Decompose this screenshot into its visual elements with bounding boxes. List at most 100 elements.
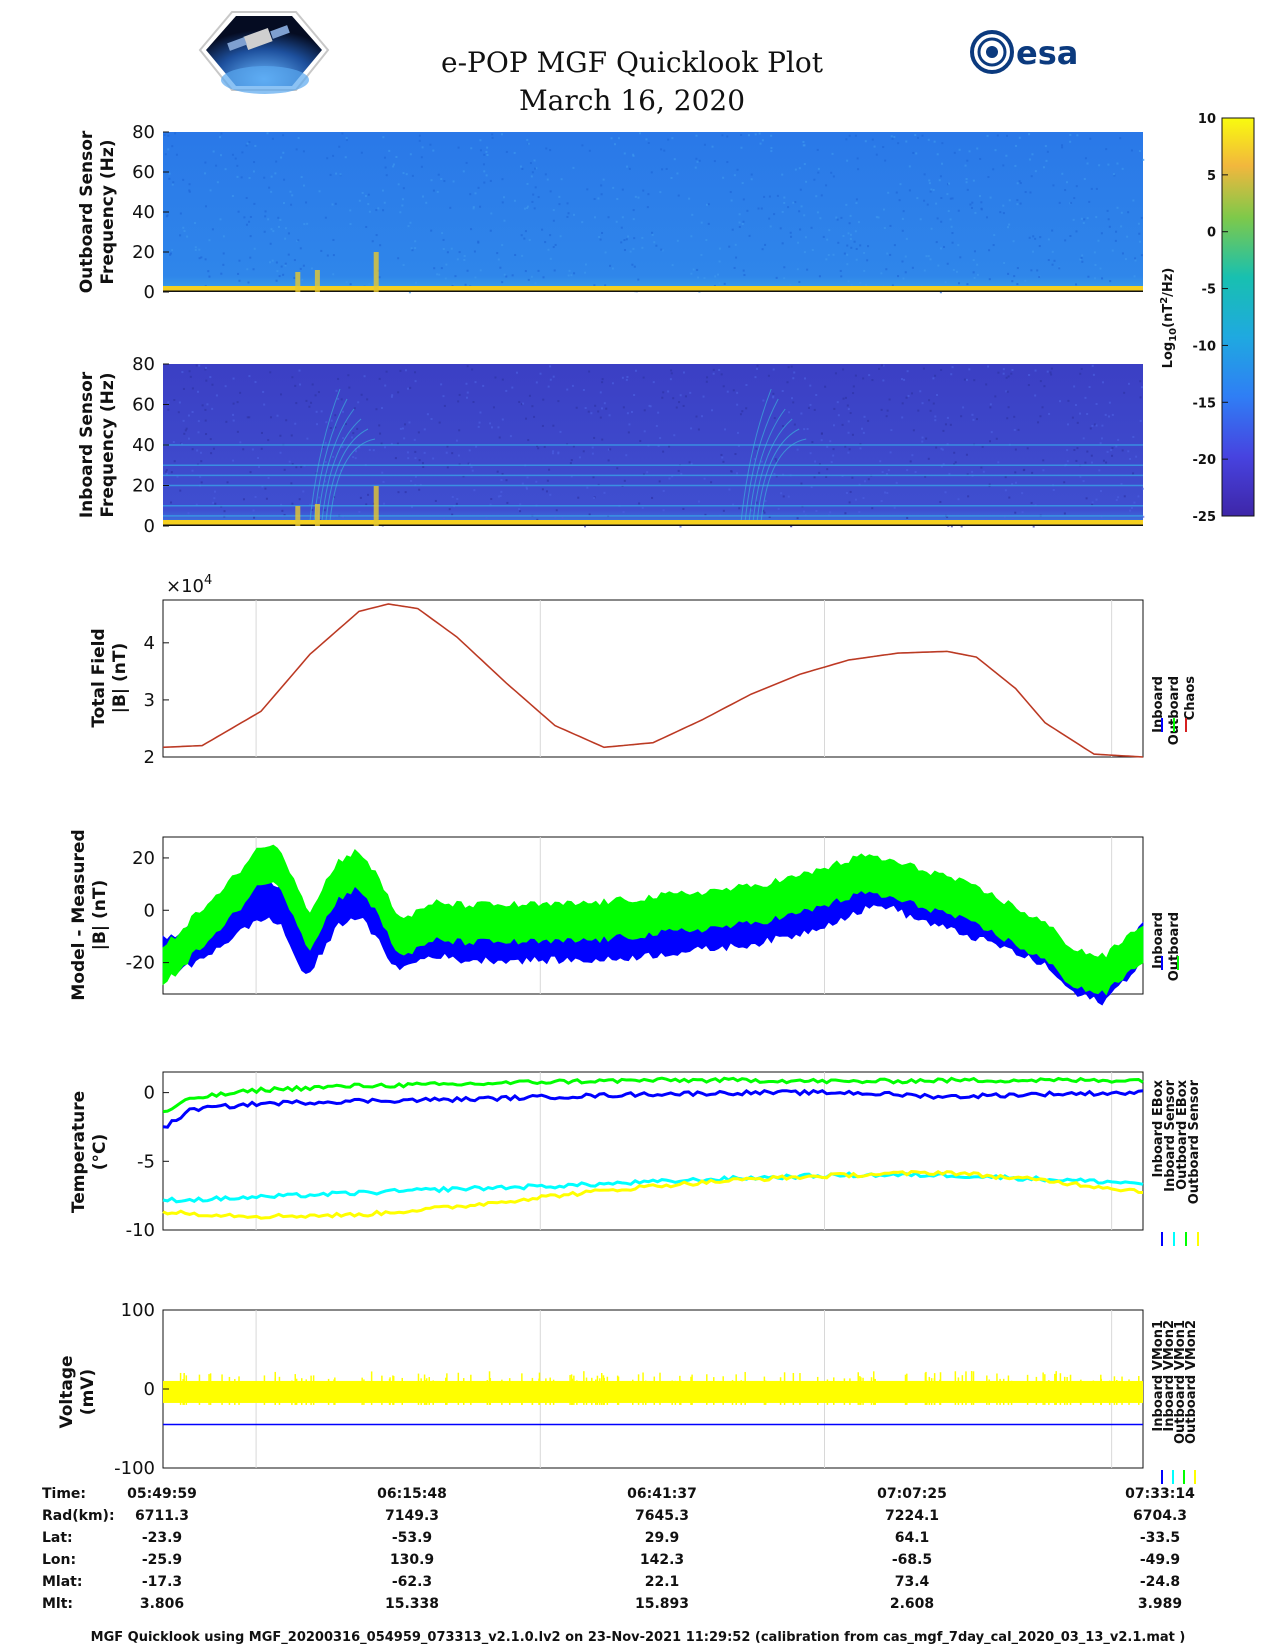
speckle — [862, 431, 865, 434]
speckle — [798, 167, 801, 170]
speckle — [783, 196, 786, 199]
speckle — [332, 516, 335, 519]
speckle — [966, 188, 969, 191]
speckle — [500, 490, 503, 493]
speckle — [623, 239, 626, 242]
speckle — [524, 230, 527, 233]
speckle — [965, 181, 968, 184]
speckle — [972, 259, 975, 262]
speckle — [620, 226, 623, 229]
speckle — [344, 156, 347, 159]
speckle — [194, 222, 197, 225]
speckle — [200, 460, 203, 463]
whistler-trace — [756, 428, 800, 522]
speckle — [479, 269, 482, 272]
speckle — [1111, 454, 1114, 457]
whistler-trace — [752, 418, 793, 522]
speckle — [561, 516, 564, 519]
speckle — [514, 253, 517, 256]
speckle — [1134, 257, 1137, 260]
speckle — [357, 401, 360, 404]
speckle — [549, 378, 552, 381]
speckle — [456, 258, 459, 261]
speckle — [677, 469, 680, 472]
speckle — [264, 210, 267, 213]
speckle — [537, 269, 540, 272]
speckle — [1003, 262, 1006, 265]
speckle — [1138, 240, 1141, 243]
speckle — [486, 146, 489, 149]
speckle — [1115, 230, 1118, 233]
speckle — [849, 233, 852, 236]
ytick-label: 20 — [132, 242, 155, 263]
speckle — [676, 172, 679, 175]
speckle — [535, 381, 538, 384]
speckle — [1005, 390, 1008, 393]
speckle — [632, 209, 635, 212]
speckle — [549, 493, 552, 496]
speckle — [946, 443, 949, 446]
speckle — [822, 235, 825, 238]
speckle — [599, 391, 602, 394]
speckle — [588, 149, 591, 152]
speckle — [688, 197, 691, 200]
speckle — [496, 252, 499, 255]
speckle — [988, 440, 991, 443]
speckle — [731, 228, 734, 231]
speckle — [1061, 172, 1064, 175]
speckle — [965, 177, 968, 180]
speckle — [889, 253, 892, 256]
speckle — [651, 496, 654, 499]
speckle — [625, 238, 628, 241]
speckle — [953, 451, 956, 454]
speckle — [807, 406, 810, 409]
speckle — [855, 247, 858, 250]
speckle — [587, 410, 590, 413]
speckle — [1079, 412, 1082, 415]
speckle — [887, 469, 890, 472]
speckle — [567, 274, 570, 277]
speckle — [809, 452, 812, 455]
speckle — [570, 475, 573, 478]
speckle — [277, 225, 280, 228]
speckle — [434, 499, 437, 502]
table-cell: 3.989 — [1138, 1596, 1182, 1612]
speckle — [852, 385, 855, 388]
speckle — [946, 416, 949, 419]
speckle — [549, 365, 552, 368]
speckle — [1120, 225, 1123, 228]
speckle — [839, 269, 842, 272]
speckle — [671, 137, 674, 140]
speckle — [830, 171, 833, 174]
speckle — [733, 266, 736, 269]
speckle — [953, 151, 956, 154]
speckle — [875, 153, 878, 156]
speckle — [729, 191, 732, 194]
speckle — [1075, 459, 1078, 462]
speckle — [901, 260, 904, 263]
speckle — [236, 175, 239, 178]
ytick-label: -10 — [126, 1220, 155, 1241]
speckle — [689, 391, 692, 394]
speckle — [884, 491, 887, 494]
speckle — [210, 452, 213, 455]
speckle — [847, 420, 850, 423]
speckle — [854, 374, 857, 377]
speckle — [1086, 450, 1089, 453]
speckle — [209, 438, 212, 441]
speckle — [921, 134, 924, 137]
speckle — [407, 225, 410, 228]
speckle — [800, 412, 803, 415]
speckle — [291, 502, 294, 505]
table-cell: 142.3 — [640, 1552, 684, 1568]
speckle — [866, 259, 869, 262]
speckle — [648, 404, 651, 407]
speckle — [277, 216, 280, 219]
speckle — [248, 176, 251, 179]
speckle — [334, 202, 337, 205]
speckle — [1042, 166, 1045, 169]
speckle — [397, 391, 400, 394]
speckle — [850, 283, 853, 286]
speckle — [782, 495, 785, 498]
speckle — [788, 411, 791, 414]
